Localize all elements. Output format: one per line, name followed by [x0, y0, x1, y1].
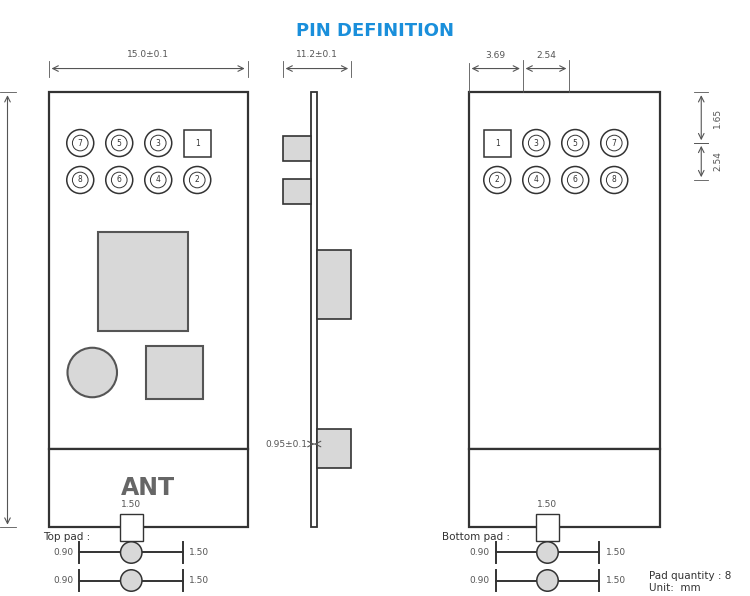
Text: 7: 7 [78, 138, 82, 148]
Text: 4: 4 [156, 175, 160, 185]
Bar [184, 129, 211, 157]
Circle shape [151, 135, 166, 151]
Circle shape [537, 570, 558, 591]
Circle shape [529, 135, 544, 151]
Circle shape [73, 172, 88, 188]
Circle shape [562, 166, 589, 194]
Circle shape [67, 129, 94, 157]
Circle shape [568, 135, 583, 151]
Circle shape [68, 347, 117, 398]
Text: 11.2±0.1: 11.2±0.1 [296, 49, 338, 58]
Circle shape [568, 172, 583, 188]
Text: 3: 3 [534, 138, 538, 148]
Bar [283, 179, 311, 204]
Bar [469, 449, 660, 527]
Text: 1: 1 [495, 138, 500, 148]
Text: ANT: ANT [121, 476, 176, 500]
Circle shape [190, 172, 205, 188]
Circle shape [184, 166, 211, 194]
Text: 8: 8 [78, 175, 82, 185]
Circle shape [562, 129, 589, 157]
Text: 1.50: 1.50 [605, 576, 625, 585]
Text: 0.90: 0.90 [470, 548, 490, 557]
Circle shape [607, 135, 622, 151]
Circle shape [112, 172, 127, 188]
Circle shape [607, 172, 622, 188]
Text: 6: 6 [117, 175, 122, 185]
Circle shape [529, 172, 544, 188]
Text: 0.90: 0.90 [53, 576, 74, 585]
Bar [484, 129, 511, 157]
Text: 6: 6 [573, 175, 578, 185]
Circle shape [523, 129, 550, 157]
Circle shape [67, 166, 94, 194]
Circle shape [121, 570, 142, 591]
Bar [49, 449, 248, 527]
Text: 1.50: 1.50 [189, 576, 209, 585]
Text: 2.54: 2.54 [713, 151, 722, 172]
Circle shape [145, 166, 172, 194]
Bar [49, 92, 248, 449]
Text: 5: 5 [573, 138, 578, 148]
Bar [98, 232, 188, 331]
Text: 7: 7 [612, 138, 616, 148]
Text: Bottom pad :: Bottom pad : [442, 532, 511, 542]
Text: 15.0±0.1: 15.0±0.1 [128, 49, 170, 58]
Bar [317, 250, 351, 319]
Circle shape [601, 129, 628, 157]
Circle shape [537, 542, 558, 563]
Text: 1.50: 1.50 [122, 500, 141, 509]
Bar [283, 136, 311, 161]
Text: 1.65: 1.65 [713, 108, 722, 128]
Bar [311, 92, 317, 527]
Text: 1: 1 [195, 138, 200, 148]
Circle shape [121, 542, 142, 563]
Text: 5: 5 [117, 138, 122, 148]
Circle shape [601, 166, 628, 194]
Text: 0.90: 0.90 [470, 576, 490, 585]
Circle shape [145, 129, 172, 157]
Bar [146, 346, 202, 399]
Text: 3: 3 [156, 138, 160, 148]
Text: 1.50: 1.50 [189, 548, 209, 557]
Circle shape [523, 166, 550, 194]
Text: Top pad :: Top pad : [43, 532, 90, 542]
Text: 3.69: 3.69 [486, 51, 506, 60]
Bar [469, 92, 660, 449]
Circle shape [151, 172, 166, 188]
Text: 2: 2 [495, 175, 500, 185]
Text: Pad quantity : 8
Unit:  mm: Pad quantity : 8 Unit: mm [649, 572, 731, 593]
Text: 1.50: 1.50 [538, 500, 557, 509]
Circle shape [484, 166, 511, 194]
Bar [536, 514, 559, 541]
Text: 0.95±0.1: 0.95±0.1 [266, 439, 308, 449]
Text: 0.90: 0.90 [53, 548, 74, 557]
Text: 2: 2 [195, 175, 200, 185]
Text: 8: 8 [612, 175, 616, 185]
Circle shape [490, 172, 505, 188]
Text: 2.54: 2.54 [536, 51, 556, 60]
Circle shape [112, 135, 127, 151]
Text: 4: 4 [534, 175, 538, 185]
Circle shape [106, 166, 133, 194]
Circle shape [106, 129, 133, 157]
Bar [120, 514, 142, 541]
Circle shape [73, 135, 88, 151]
Text: PIN DEFINITION: PIN DEFINITION [296, 22, 454, 40]
Text: 1.50: 1.50 [605, 548, 625, 557]
Bar [317, 429, 351, 468]
